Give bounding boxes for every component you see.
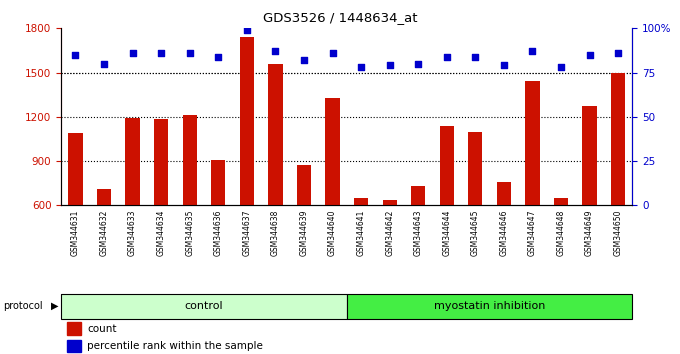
Text: GSM344638: GSM344638 [271, 210, 280, 256]
Bar [67, 322, 81, 335]
Text: GSM344648: GSM344648 [556, 210, 566, 256]
Point [356, 64, 367, 70]
Text: GSM344640: GSM344640 [328, 210, 337, 256]
Text: GSM344642: GSM344642 [385, 210, 394, 256]
Text: GSM344633: GSM344633 [128, 210, 137, 256]
Bar [554, 198, 568, 205]
Point [299, 57, 309, 63]
Point [527, 48, 538, 54]
Text: GSM344641: GSM344641 [356, 210, 366, 256]
Point [213, 54, 224, 59]
Point [613, 50, 624, 56]
Point [270, 48, 281, 54]
Text: count: count [87, 324, 116, 333]
Bar [67, 340, 81, 352]
Text: GSM344647: GSM344647 [528, 210, 537, 256]
Bar [97, 189, 111, 205]
Point [70, 52, 81, 58]
Point [584, 52, 595, 58]
Text: GSM344639: GSM344639 [299, 210, 309, 256]
Bar [468, 132, 482, 205]
Text: GSM344635: GSM344635 [185, 210, 194, 256]
Text: GSM344637: GSM344637 [242, 210, 252, 256]
Text: GSM344644: GSM344644 [442, 210, 452, 256]
Text: myostatin inhibition: myostatin inhibition [434, 301, 545, 311]
Bar [611, 73, 625, 205]
Bar [125, 118, 139, 205]
Text: GSM344649: GSM344649 [585, 210, 594, 256]
Text: protocol: protocol [3, 301, 43, 311]
Point [327, 50, 338, 56]
Text: ▶: ▶ [51, 301, 58, 311]
Bar [411, 186, 425, 205]
Point [413, 61, 424, 67]
Text: GSM344634: GSM344634 [156, 210, 166, 256]
Bar [268, 64, 282, 205]
Bar [325, 98, 339, 205]
Point [470, 54, 481, 59]
Bar [211, 160, 225, 205]
Point [384, 63, 395, 68]
Text: GSM344645: GSM344645 [471, 210, 480, 256]
Point [441, 54, 452, 59]
Bar [296, 166, 311, 205]
Bar [354, 198, 368, 205]
Point [156, 50, 167, 56]
Bar [61, 294, 347, 319]
Bar [439, 126, 454, 205]
Text: GSM344632: GSM344632 [99, 210, 109, 256]
Point [127, 50, 138, 56]
Point [184, 50, 195, 56]
Bar [382, 200, 396, 205]
Bar [182, 115, 197, 205]
Point [498, 63, 509, 68]
Text: control: control [185, 301, 223, 311]
Text: GSM344636: GSM344636 [214, 210, 223, 256]
Bar [582, 107, 596, 205]
Bar [525, 81, 539, 205]
Text: GSM344643: GSM344643 [413, 210, 423, 256]
Bar [239, 37, 254, 205]
Bar [347, 294, 632, 319]
Bar [496, 182, 511, 205]
Point [99, 61, 109, 67]
Bar [68, 133, 82, 205]
Text: percentile rank within the sample: percentile rank within the sample [87, 341, 262, 351]
Point [556, 64, 566, 70]
Text: GSM344631: GSM344631 [71, 210, 80, 256]
Text: GSM344646: GSM344646 [499, 210, 509, 256]
Bar [154, 119, 168, 205]
Point [241, 27, 252, 33]
Text: GSM344650: GSM344650 [613, 210, 623, 256]
Text: GDS3526 / 1448634_at: GDS3526 / 1448634_at [262, 11, 418, 24]
